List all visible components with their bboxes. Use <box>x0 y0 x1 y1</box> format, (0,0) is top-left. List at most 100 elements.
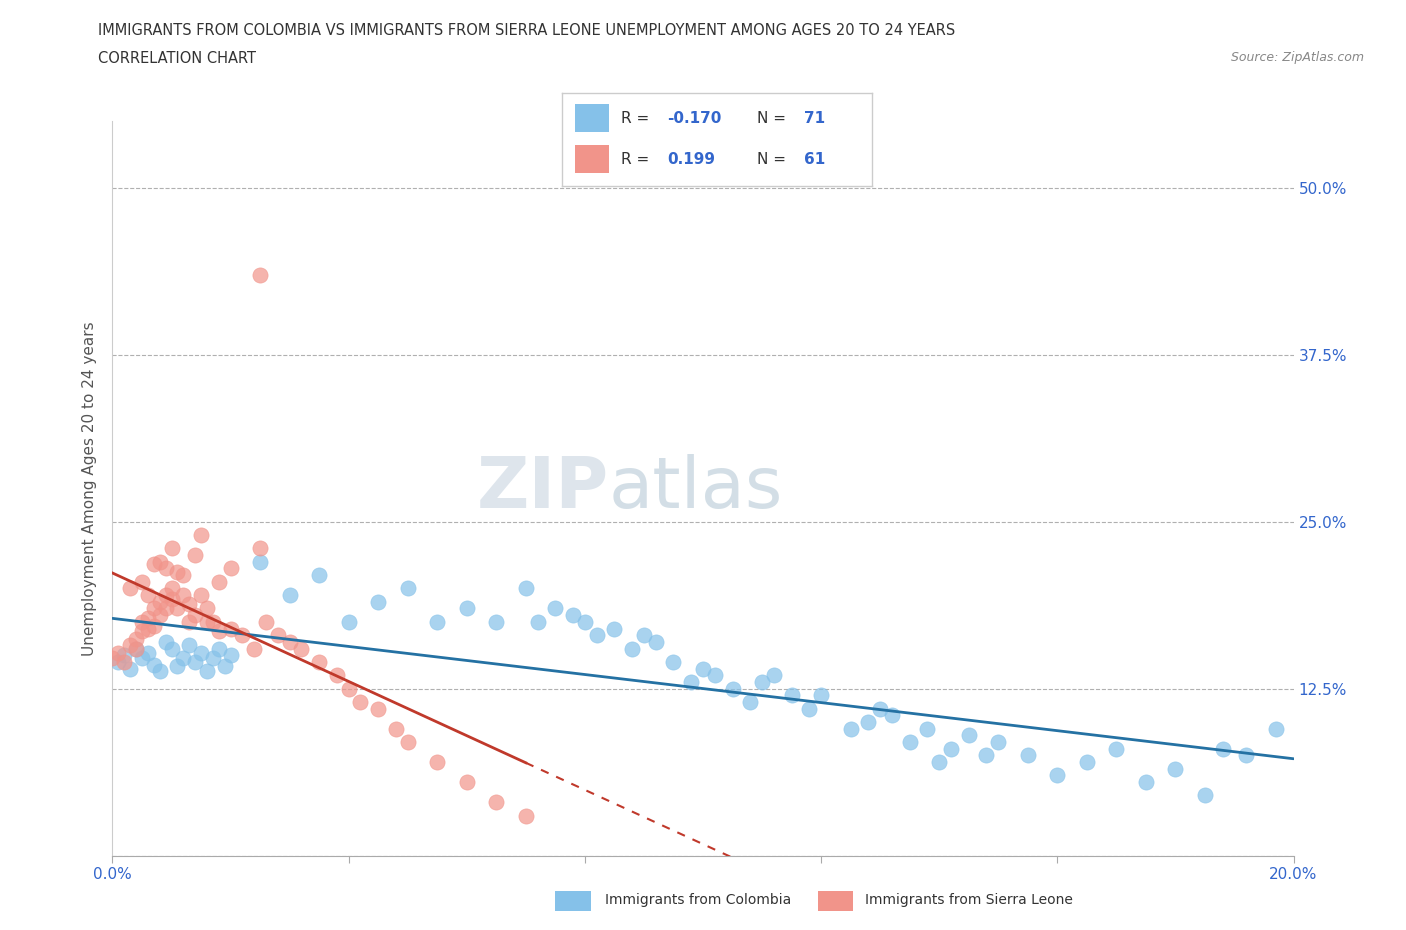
Point <box>249 541 271 556</box>
Point <box>1105 741 1128 756</box>
Point <box>485 795 508 810</box>
Text: Immigrants from Sierra Leone: Immigrants from Sierra Leone <box>865 893 1073 908</box>
Point <box>149 554 172 569</box>
Point <box>957 728 980 743</box>
Point <box>681 674 703 689</box>
Point <box>107 645 129 660</box>
Point <box>574 615 596 630</box>
Point <box>585 628 607 643</box>
Text: 71: 71 <box>804 111 825 126</box>
Point <box>160 581 183 596</box>
Point <box>160 641 183 656</box>
Point <box>190 588 212 603</box>
Point <box>1164 762 1187 777</box>
Point <box>160 591 183 606</box>
Point <box>101 650 124 665</box>
Point <box>485 615 508 630</box>
Text: atlas: atlas <box>609 454 783 523</box>
Point <box>172 588 194 603</box>
Point <box>160 541 183 556</box>
Point <box>367 594 389 609</box>
Point <box>142 658 165 672</box>
Point <box>810 688 832 703</box>
Point <box>367 701 389 716</box>
Point <box>112 655 135 670</box>
Point <box>254 615 277 630</box>
Point <box>208 575 231 590</box>
Point <box>131 575 153 590</box>
Point <box>219 621 242 636</box>
Point <box>1234 748 1257 763</box>
Point <box>396 735 419 750</box>
Point <box>337 681 360 696</box>
Point <box>1076 754 1098 769</box>
Point <box>290 641 312 656</box>
Point <box>125 631 148 646</box>
Point <box>166 565 188 579</box>
Point <box>184 655 207 670</box>
Point <box>208 624 231 639</box>
Point <box>179 597 201 612</box>
Point <box>190 527 212 542</box>
Text: IMMIGRANTS FROM COLOMBIA VS IMMIGRANTS FROM SIERRA LEONE UNEMPLOYMENT AMONG AGES: IMMIGRANTS FROM COLOMBIA VS IMMIGRANTS F… <box>98 23 956 38</box>
Point <box>243 641 266 656</box>
Point <box>515 808 537 823</box>
Point <box>987 735 1010 750</box>
Point <box>155 634 177 649</box>
Point <box>249 267 271 282</box>
Point <box>155 588 177 603</box>
Point <box>149 607 172 622</box>
Point <box>125 641 148 656</box>
Point <box>939 741 962 756</box>
Point <box>644 634 666 649</box>
Point <box>155 601 177 616</box>
Point <box>1212 741 1234 756</box>
Point <box>195 615 218 630</box>
Point <box>125 641 148 656</box>
Text: CORRELATION CHART: CORRELATION CHART <box>98 51 256 66</box>
Point <box>426 615 449 630</box>
Point <box>190 645 212 660</box>
Point <box>751 674 773 689</box>
Text: -0.170: -0.170 <box>668 111 721 126</box>
Point <box>308 567 330 582</box>
Point <box>179 615 201 630</box>
Point <box>326 668 349 683</box>
Point <box>136 645 159 660</box>
Point <box>385 722 408 737</box>
Point <box>308 655 330 670</box>
Point <box>456 601 478 616</box>
Point <box>603 621 626 636</box>
Text: ZIP: ZIP <box>477 454 609 523</box>
Point <box>201 650 224 665</box>
Point <box>337 615 360 630</box>
Point <box>136 588 159 603</box>
Text: R =: R = <box>621 111 654 126</box>
Point <box>621 641 644 656</box>
Point <box>195 601 218 616</box>
Point <box>142 557 165 572</box>
Point <box>703 668 725 683</box>
Point <box>976 748 998 763</box>
Point <box>179 637 201 652</box>
Point <box>136 621 159 636</box>
Bar <box>575 104 609 132</box>
Text: N =: N = <box>758 111 792 126</box>
Point <box>120 661 142 676</box>
Point <box>166 658 188 673</box>
Point <box>278 588 301 603</box>
Point <box>149 664 172 679</box>
Point <box>780 688 803 703</box>
Point <box>184 607 207 622</box>
Point <box>142 618 165 633</box>
Point <box>396 581 419 596</box>
Point <box>1135 775 1157 790</box>
Point <box>869 701 891 716</box>
Point <box>120 637 142 652</box>
Point <box>184 548 207 563</box>
Point <box>131 624 153 639</box>
Y-axis label: Unemployment Among Ages 20 to 24 years: Unemployment Among Ages 20 to 24 years <box>82 321 97 656</box>
Point <box>662 655 685 670</box>
Point <box>349 695 371 710</box>
Point <box>136 610 159 625</box>
